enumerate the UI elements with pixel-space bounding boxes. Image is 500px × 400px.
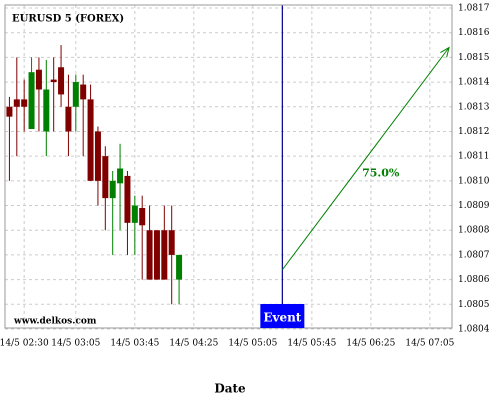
x-tick-label: 14/5 05:45	[287, 339, 336, 349]
y-tick-label: 1.0805	[458, 300, 490, 310]
y-tick-label: 1.0807	[458, 250, 490, 260]
candle-body	[6, 106, 13, 117]
plot-frame	[4, 4, 453, 329]
x-tick-label: 14/5 07:05	[405, 339, 454, 349]
marks	[6, 5, 450, 328]
candle-body	[176, 254, 183, 280]
candle-body	[58, 67, 65, 95]
candle-body	[43, 89, 50, 132]
x-tick-label: 14/5 04:25	[169, 339, 218, 349]
candle-body	[65, 106, 72, 132]
y-tick-label: 1.0811	[458, 152, 490, 162]
y-tick-label: 1.0810	[458, 176, 490, 186]
candle-body	[102, 156, 109, 199]
arrow-head	[440, 46, 450, 58]
candle-body	[153, 230, 160, 280]
x-axis-label: Date	[214, 382, 246, 396]
watermark: www.delkos.com	[13, 317, 97, 327]
candle-body	[124, 175, 131, 223]
candle-body	[139, 208, 146, 226]
x-tick-label: 14/5 02:30	[0, 339, 49, 349]
y-tick-label: 1.0816	[458, 28, 490, 38]
chart-title: EURUSD 5 (FOREX)	[12, 14, 124, 25]
arrow-label: 75.0%	[362, 167, 400, 180]
candle-body	[117, 168, 124, 184]
candle-body	[109, 180, 116, 199]
event-label: Event	[263, 311, 301, 325]
candle-body	[80, 84, 87, 100]
arrow-line	[281, 47, 450, 271]
candle-body	[28, 72, 35, 129]
y-tick-label: 1.0813	[458, 102, 490, 112]
candle-body	[50, 79, 57, 83]
x-tick-label: 14/5 03:05	[51, 339, 100, 349]
x-tick-label: 14/5 06:25	[346, 339, 395, 349]
candle-body	[146, 230, 153, 280]
candle-body	[131, 205, 138, 223]
y-tick-label: 1.0804	[458, 325, 490, 335]
y-tick-label: 1.0812	[458, 127, 490, 137]
candle-body	[35, 69, 42, 90]
candle-body	[13, 99, 20, 107]
y-tick-label: 1.0806	[458, 275, 490, 285]
candle-body	[87, 99, 94, 181]
event-box	[260, 304, 305, 328]
candle-body	[168, 230, 175, 255]
x-tick-label: 14/5 05:05	[228, 339, 277, 349]
candle-body	[21, 99, 28, 107]
y-tick-label: 1.0817	[458, 4, 490, 14]
candle-body	[72, 82, 79, 107]
y-tick-label: 1.0808	[458, 226, 490, 236]
candle-body	[94, 131, 101, 181]
grid	[5, 5, 452, 330]
x-tick-label: 14/5 03:45	[110, 339, 159, 349]
y-tick-label: 1.0815	[458, 53, 490, 63]
y-tick-label: 1.0809	[458, 201, 490, 211]
candle-body	[161, 230, 168, 280]
y-tick-label: 1.0814	[458, 78, 490, 88]
